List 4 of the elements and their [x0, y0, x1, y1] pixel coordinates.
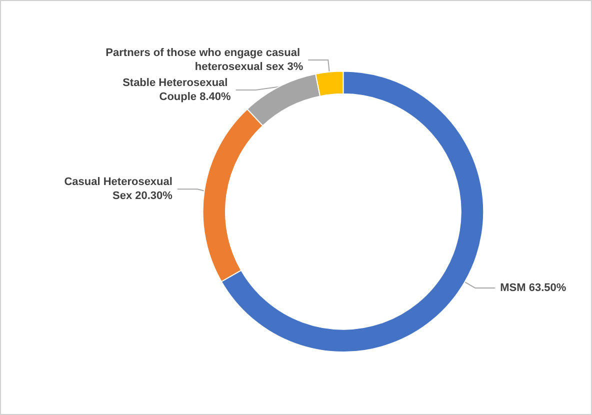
slice-label: Stable Heterosexual Couple 8.40%	[122, 76, 231, 103]
slice-label: Casual Heterosexual Sex 20.30%	[64, 176, 173, 202]
slice-label: MSM 63.50%	[500, 282, 566, 294]
slice-label: Partners of those who engage casual heterosexual sex 3%	[106, 46, 304, 73]
